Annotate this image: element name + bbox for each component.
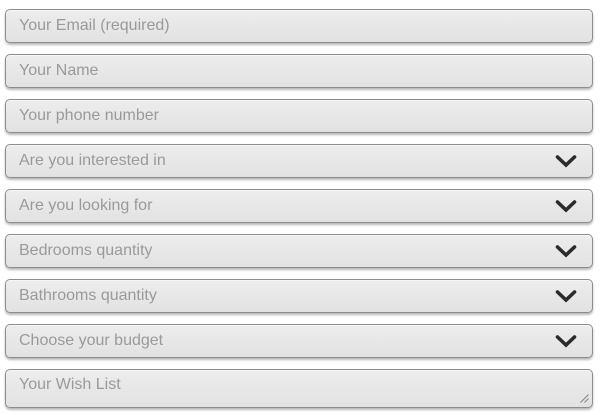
- chevron-down-icon: [555, 155, 577, 168]
- phone-input[interactable]: [5, 99, 593, 133]
- chevron-down-icon: [555, 245, 577, 258]
- looking-for-select[interactable]: Are you looking for: [5, 189, 593, 223]
- select-placeholder: Choose your budget: [19, 332, 164, 349]
- select-placeholder: Are you interested in: [19, 152, 166, 169]
- chevron-down-icon: [555, 200, 577, 213]
- wish-list-field: [5, 369, 593, 408]
- select-placeholder: Are you looking for: [19, 197, 153, 214]
- bedrooms-select[interactable]: Bedrooms quantity: [5, 234, 593, 268]
- email-input[interactable]: [5, 9, 593, 43]
- name-input[interactable]: [5, 54, 593, 88]
- select-placeholder: Bedrooms quantity: [19, 242, 153, 259]
- resize-handle-icon[interactable]: [579, 393, 590, 404]
- wish-list-textarea[interactable]: [5, 369, 593, 408]
- bathrooms-select[interactable]: Bathrooms quantity: [5, 279, 593, 313]
- budget-select[interactable]: Choose your budget: [5, 324, 593, 358]
- interested-in-select[interactable]: Are you interested in: [5, 144, 593, 178]
- chevron-down-icon: [555, 290, 577, 303]
- chevron-down-icon: [555, 335, 577, 348]
- select-placeholder: Bathrooms quantity: [19, 287, 157, 304]
